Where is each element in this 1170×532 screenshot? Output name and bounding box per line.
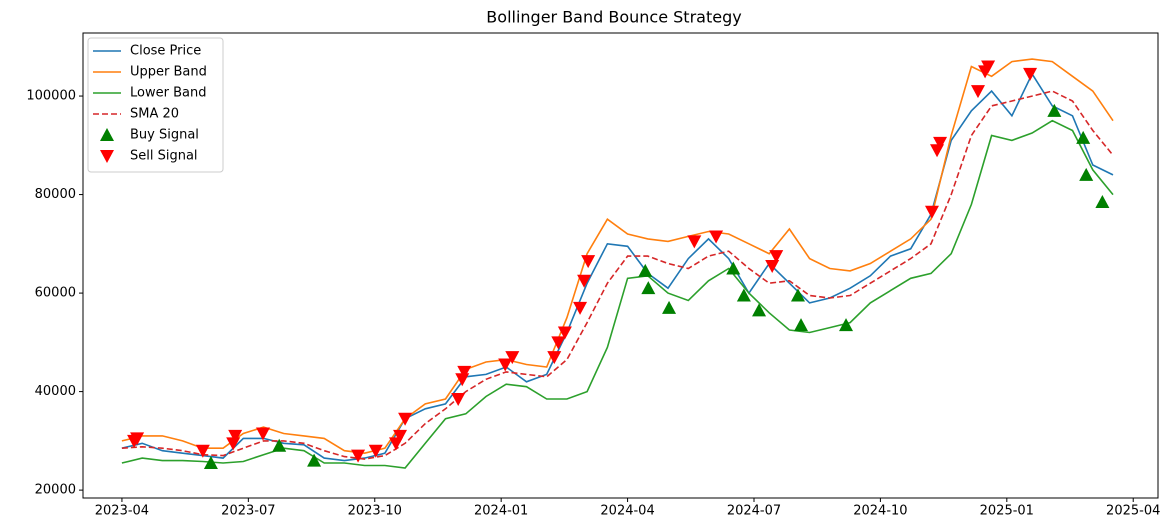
y-tick-label: 40000 — [35, 384, 76, 399]
signal-marker — [1047, 103, 1062, 117]
signal-marker — [547, 351, 562, 365]
signal-marker — [498, 358, 513, 372]
signal-marker — [769, 250, 784, 264]
x-tick-label: 2024-04 — [600, 504, 654, 519]
x-tick-label: 2024-10 — [853, 504, 907, 519]
plot-frame — [82, 32, 1159, 499]
legend-label: Close Price — [130, 44, 201, 59]
signal-marker — [662, 300, 677, 314]
signal-marker — [581, 255, 596, 269]
signal-marker — [794, 318, 809, 332]
signal-marker — [839, 318, 854, 332]
signal-marker — [226, 437, 241, 451]
signal-marker — [577, 274, 592, 288]
signal-marker — [736, 288, 751, 302]
signal-marker — [203, 456, 218, 470]
signal-marker — [272, 438, 287, 452]
x-tick-label: 2023-07 — [221, 504, 275, 519]
signal-marker — [557, 326, 572, 340]
signal-marker — [455, 373, 470, 387]
signal-marker — [1023, 67, 1038, 81]
signal-marker — [307, 453, 322, 467]
signal-marker — [1095, 194, 1110, 208]
signal-marker — [970, 85, 985, 99]
signal-marker — [1079, 167, 1094, 181]
signal-marker — [505, 351, 520, 365]
signal-marker — [256, 427, 271, 441]
signal-marker — [573, 301, 588, 315]
y-tick-label: 80000 — [35, 187, 76, 202]
signal-marker — [752, 303, 767, 317]
series-line — [121, 119, 1114, 469]
signal-marker — [130, 432, 145, 446]
legend-label: Upper Band — [130, 65, 207, 80]
signal-marker — [398, 412, 413, 426]
legend-marker — [100, 128, 114, 141]
y-tick-label: 100000 — [26, 89, 76, 104]
signal-marker — [765, 259, 780, 273]
series-line — [121, 58, 1114, 455]
signal-marker — [451, 392, 466, 406]
legend-box — [87, 37, 224, 173]
signal-marker — [551, 336, 566, 350]
x-tick-label: 2024-07 — [727, 504, 781, 519]
signal-marker — [638, 263, 653, 277]
signal-marker — [228, 429, 243, 443]
signal-marker — [368, 444, 383, 458]
legend-label: Sell Signal — [130, 149, 198, 164]
signal-marker — [351, 449, 366, 463]
x-tick-label: 2024-01 — [474, 504, 528, 519]
signal-marker — [709, 230, 724, 244]
signal-marker — [195, 444, 210, 458]
legend-marker — [100, 150, 114, 163]
x-tick-label: 2023-10 — [348, 504, 402, 519]
y-tick-label: 20000 — [35, 483, 76, 498]
signal-marker — [726, 261, 741, 275]
signal-marker — [1076, 130, 1091, 144]
x-tick-label: 2025-04 — [1106, 504, 1160, 519]
signal-marker — [924, 205, 939, 219]
signal-marker — [687, 235, 702, 249]
x-tick-label: 2025-01 — [980, 504, 1034, 519]
signal-marker — [981, 60, 996, 74]
series-line — [121, 90, 1114, 460]
signal-marker — [641, 281, 656, 295]
x-tick-label: 2023-04 — [95, 504, 149, 519]
signal-marker — [933, 136, 948, 150]
signal-marker — [457, 365, 472, 379]
legend-label: SMA 20 — [130, 107, 179, 122]
signal-marker — [393, 429, 408, 443]
series-line — [121, 72, 1114, 462]
signal-marker — [790, 288, 805, 302]
legend-label: Lower Band — [130, 86, 206, 101]
legend-label: Buy Signal — [130, 128, 199, 143]
y-tick-label: 60000 — [35, 286, 76, 301]
chart-title: Bollinger Band Bounce Strategy — [486, 8, 741, 27]
